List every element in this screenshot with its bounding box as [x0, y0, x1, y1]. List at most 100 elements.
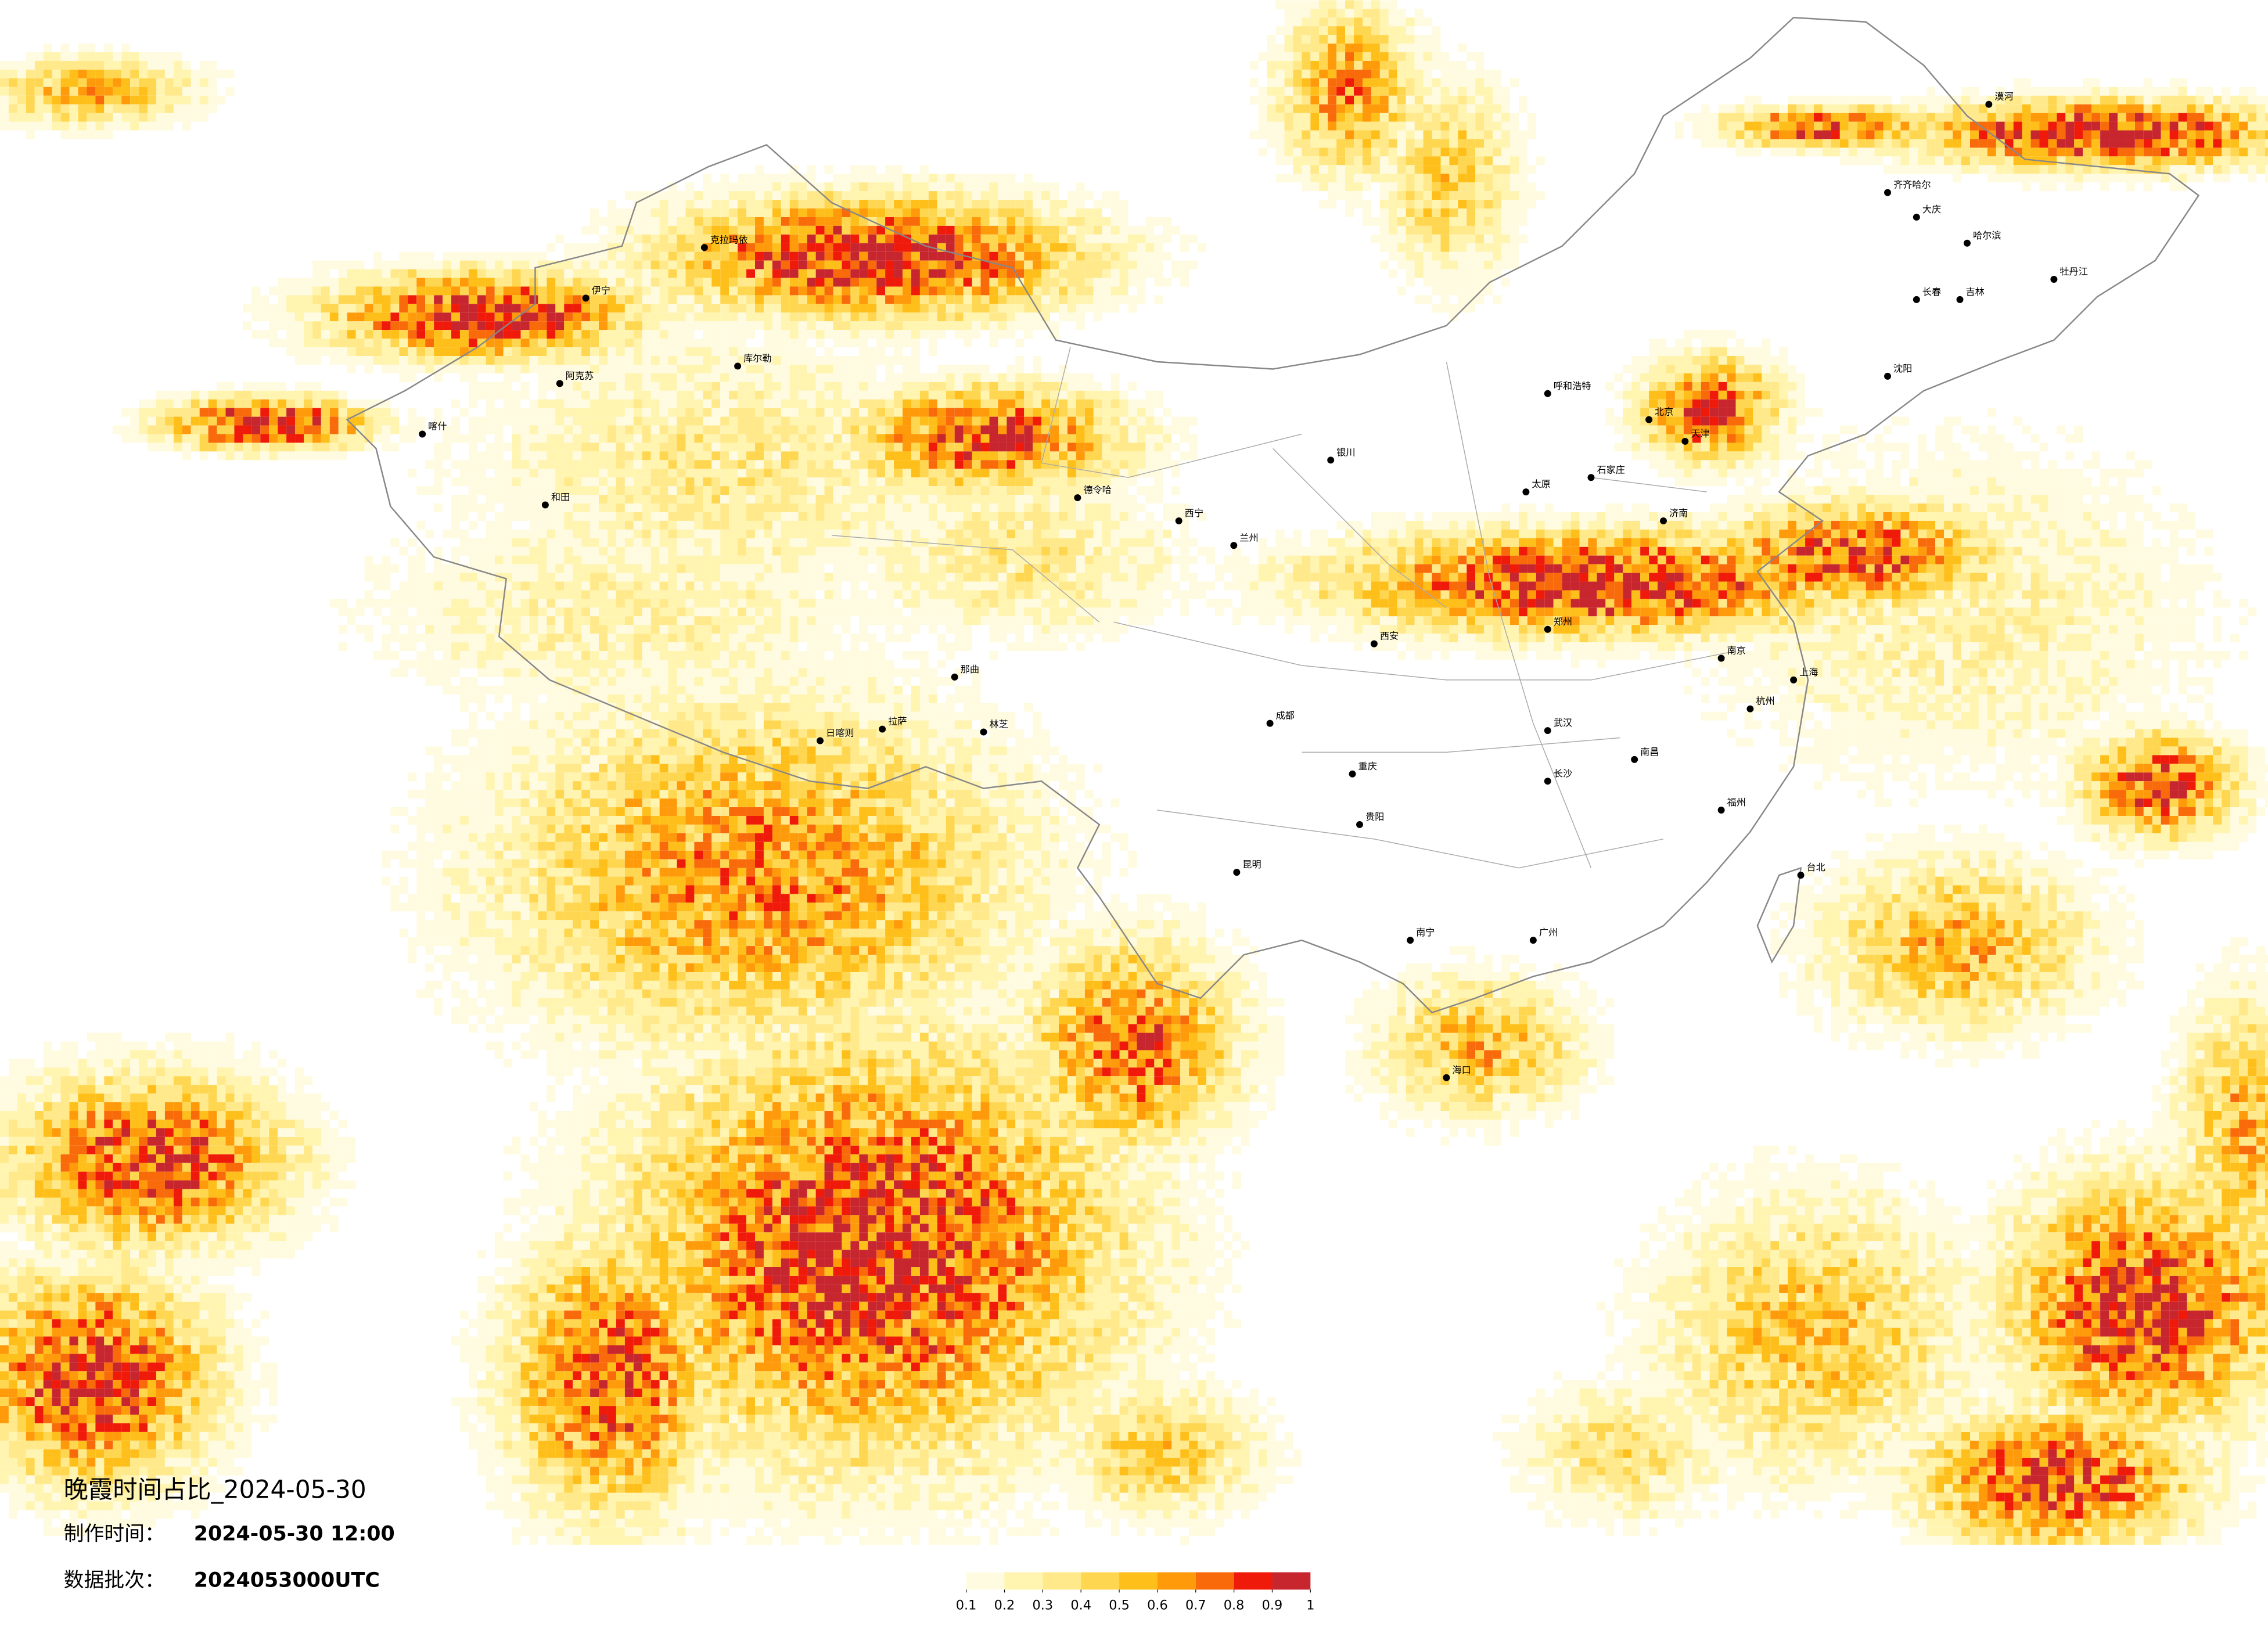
heat-cell: [434, 416, 443, 426]
heat-cell: [642, 225, 651, 235]
heat-cell: [720, 373, 729, 382]
heat-cell: [868, 278, 877, 287]
heat-cell: [520, 330, 530, 339]
heat-cell: [937, 174, 946, 183]
heat-cell: [1284, 60, 1293, 70]
heat-cell: [1397, 69, 1406, 78]
heat-cell: [685, 260, 695, 269]
heat-cell: [1414, 87, 1424, 96]
heat-cell: [494, 251, 504, 261]
heat-cell: [833, 434, 842, 443]
heat-cell: [2256, 95, 2266, 105]
heat-cell: [963, 225, 972, 235]
heat-cell: [520, 443, 530, 452]
heat-cell: [547, 286, 556, 296]
heat-cell: [1258, 95, 1267, 105]
heat-cell: [520, 364, 530, 373]
heat-cell: [954, 451, 964, 461]
heat-cell: [156, 399, 165, 408]
heat-cell: [1458, 243, 1467, 252]
heat-cell: [989, 251, 998, 261]
heat-cell: [772, 416, 781, 426]
heat-cell: [2013, 113, 2022, 122]
heat-cell: [1302, 17, 1311, 27]
heat-cell: [833, 339, 842, 348]
heat-cell: [599, 434, 608, 443]
heat-cell: [685, 200, 695, 208]
heat-cell: [416, 251, 426, 261]
heat-cell: [703, 251, 712, 261]
heat-cell: [529, 269, 538, 278]
heat-cell: [1137, 408, 1146, 417]
heat-cell: [903, 200, 911, 208]
heat-cell: [1406, 191, 1415, 200]
heat-cell: [729, 295, 738, 304]
heat-cell: [763, 408, 772, 417]
heat-cell: [650, 416, 660, 426]
heat-cell: [2265, 113, 2268, 122]
heat-cell: [347, 304, 356, 313]
heat-cell: [1779, 425, 1788, 434]
heat-cell: [1475, 278, 1485, 287]
heat-cell: [937, 425, 946, 434]
heat-cell: [1033, 382, 1042, 391]
heat-cell: [677, 286, 686, 296]
heat-cell: [781, 390, 790, 400]
heat-cell: [1848, 425, 1857, 434]
heat-cell: [781, 364, 790, 373]
heat-cell: [798, 182, 807, 192]
heat-cell: [1067, 225, 1076, 235]
heat-cell: [1709, 443, 1719, 452]
heat-cell: [624, 321, 634, 330]
heat-cell: [347, 364, 356, 373]
heat-cell: [2039, 148, 2048, 157]
heat-cell: [815, 364, 825, 373]
heat-cell: [459, 251, 469, 261]
heat-cell: [477, 286, 486, 296]
heat-cell: [998, 408, 1007, 417]
heat-cell: [1718, 425, 1727, 434]
heat-cell: [1328, 104, 1337, 113]
heat-cell: [468, 434, 477, 443]
heat-cell: [286, 347, 296, 357]
heat-cell: [1744, 121, 1753, 131]
heat-cell: [859, 182, 868, 192]
heat-cell: [1015, 217, 1025, 226]
heat-cell: [763, 469, 772, 478]
heat-cell: [650, 339, 660, 348]
heat-cell: [156, 113, 165, 122]
heat-cell: [1649, 451, 1658, 461]
heat-cell: [2117, 113, 2126, 122]
heat-cell: [1440, 191, 1450, 200]
heat-cell: [2152, 130, 2161, 139]
heat-cell: [1918, 460, 1927, 469]
heat-cell: [963, 295, 972, 304]
heat-cell: [573, 269, 582, 278]
heat-cell: [1319, 0, 1328, 9]
heat-cell: [104, 95, 113, 105]
heat-cell: [1874, 113, 1884, 122]
heat-cell: [1467, 69, 1476, 78]
heat-cell: [95, 52, 105, 61]
heat-cell: [755, 364, 764, 373]
heat-cell: [850, 443, 860, 452]
heat-cell: [399, 304, 408, 313]
heat-cell: [1779, 356, 1788, 365]
heat-cell: [338, 347, 347, 357]
heat-cell: [1050, 321, 1059, 330]
heat-cell: [1796, 95, 1806, 105]
heat-cell: [2265, 121, 2268, 131]
heat-cell: [989, 225, 998, 235]
heat-cell: [824, 182, 833, 192]
heat-cell: [1354, 17, 1363, 27]
heat-cell: [703, 174, 712, 183]
heat-cell: [1345, 191, 1354, 200]
heat-cell: [52, 78, 61, 87]
heat-cell: [842, 286, 851, 296]
heat-cell: [2030, 130, 2040, 139]
heat-cell: [928, 382, 937, 391]
heat-cell: [1440, 104, 1450, 113]
heat-cell: [1701, 330, 1710, 339]
heat-cell: [642, 312, 651, 322]
heat-cell: [1284, 0, 1293, 9]
